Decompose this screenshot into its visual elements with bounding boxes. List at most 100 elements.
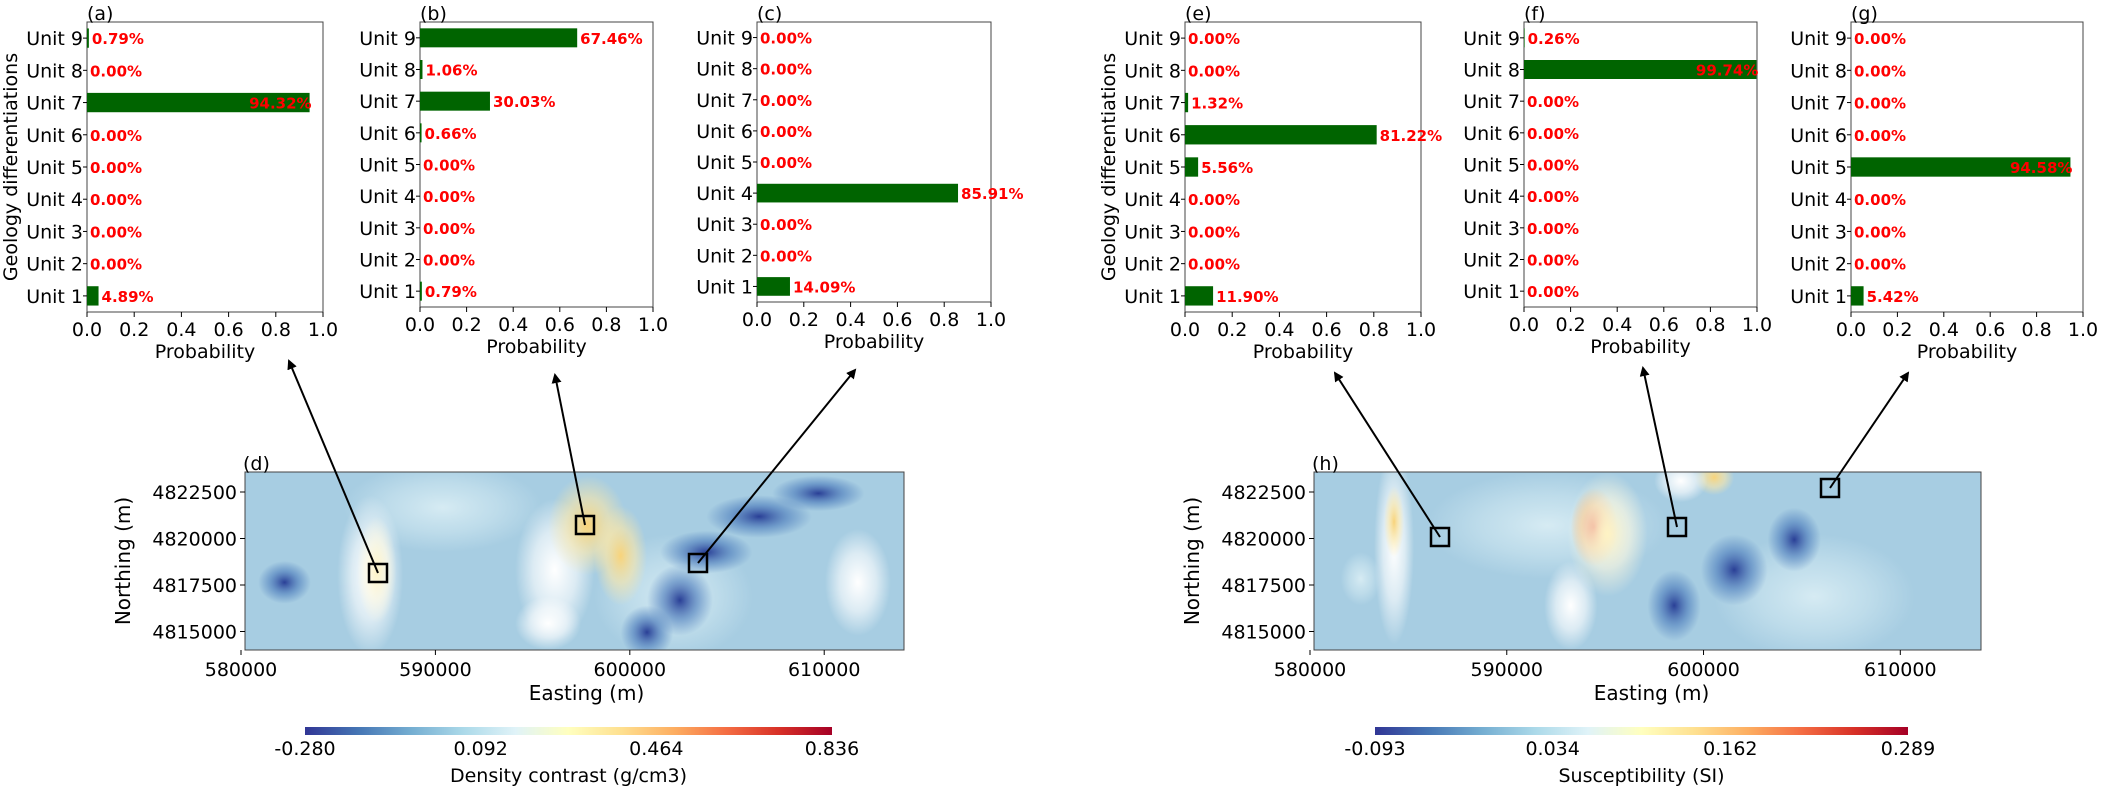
data-label: 99.74%: [1696, 62, 1758, 80]
bar: [87, 286, 99, 306]
data-label: 0.00%: [1527, 220, 1579, 238]
colorbar-tick-label: 0.034: [1525, 738, 1579, 760]
y-tick-label: Unit 3: [1790, 221, 1847, 243]
y-tick-label: Unit 1: [1790, 286, 1847, 308]
bar: [757, 183, 959, 203]
colorbar-label: Density contrast (g/cm3): [450, 765, 687, 787]
data-label: 0.00%: [1854, 95, 1906, 113]
y-tick-label: 4817500: [1221, 575, 1306, 597]
x-tick-label: 0.8: [261, 319, 291, 341]
panel-label: (a): [87, 3, 113, 25]
y-tick-label: Unit 5: [359, 155, 416, 177]
data-label: 81.22%: [1380, 127, 1442, 145]
y-tick-label: Unit 3: [359, 218, 416, 240]
bar: [87, 92, 310, 113]
y-tick-label: Unit 1: [359, 281, 416, 303]
x-tick-label: 0.6: [1311, 319, 1341, 341]
x-tick-label: 0.4: [1264, 319, 1294, 341]
data-label: 0.00%: [1527, 283, 1579, 301]
heatmap-anomaly: [620, 605, 674, 650]
heatmap-anomaly: [1384, 486, 1405, 558]
data-label: 0.00%: [90, 191, 142, 209]
y-tick-label: Unit 6: [1790, 125, 1847, 147]
x-tick-label: 0.4: [835, 309, 865, 331]
y-tick-label: Unit 7: [26, 93, 83, 115]
callout-arrow: [1639, 366, 1678, 528]
y-tick-label: Unit 2: [696, 245, 753, 267]
heatmap-panel-d: (d) 580000 590000 600000 610000 4822500 482000…: [111, 453, 905, 787]
y-tick-label: Unit 9: [26, 28, 83, 50]
data-label: 0.66%: [425, 125, 477, 143]
x-tick-label: 1.0: [1406, 319, 1436, 341]
bar-panel-c: (c) Unit 1 14.09% Unit 2 0.00% Unit 3 0.00% Uni…: [696, 3, 1023, 353]
callout-arrow: [1333, 371, 1441, 538]
x-tick-label: 0.8: [1695, 314, 1725, 336]
selection-box: [574, 514, 596, 536]
y-tick-label: Unit 8: [26, 60, 83, 82]
data-label: 0.79%: [92, 30, 144, 48]
colorbar-tick-label: 0.289: [1881, 738, 1935, 760]
x-tick-label: 0.0: [1170, 319, 1200, 341]
data-label: 0.00%: [1854, 223, 1906, 241]
bar-panel-g: (g) Unit 1 5.42% Unit 2 0.00% Unit 3 0.00% Unit…: [1790, 3, 2098, 363]
y-tick-label: Unit 4: [1463, 186, 1520, 208]
y-tick-label: Unit 3: [696, 214, 753, 236]
x-tick-label: 1.0: [308, 319, 338, 341]
bar-panel-b: (b) Unit 1 0.79% Unit 2 0.00% Unit 3 0.00% Unit…: [359, 3, 668, 358]
y-tick-label: Unit 7: [1790, 93, 1847, 115]
x-tick-label: 0.2: [1882, 319, 1912, 341]
bar: [420, 91, 490, 111]
y-tick-label: Unit 7: [1124, 93, 1181, 115]
data-label: 94.58%: [2010, 159, 2072, 177]
panel-label: (f): [1524, 3, 1546, 25]
x-tick-label: 1.0: [1742, 314, 1772, 336]
bar: [420, 281, 422, 301]
data-label: 94.32%: [249, 95, 311, 113]
y-tick-label: 4820000: [152, 529, 237, 551]
data-label: 0.00%: [423, 188, 475, 206]
x-tick-label: 0.4: [166, 319, 196, 341]
y-tick-label: Unit 5: [696, 152, 753, 174]
heatmap-anomaly: [706, 495, 812, 538]
y-tick-label: Unit 1: [696, 276, 753, 298]
x-tick-label: 0.2: [1217, 319, 1247, 341]
x-tick-label: 580000: [205, 659, 278, 681]
data-label: 5.42%: [1867, 288, 1919, 306]
selection-box: [1819, 477, 1841, 499]
data-label: 0.00%: [760, 30, 812, 48]
heatmap-anomaly: [1654, 472, 1708, 503]
y-tick-label: Unit 2: [26, 254, 83, 276]
y-tick-label: Unit 2: [1790, 254, 1847, 276]
heatmap-anomaly: [1340, 552, 1381, 606]
callout-arrow: [551, 373, 586, 526]
data-label: 0.00%: [90, 127, 142, 145]
x-tick-label: 0.4: [1929, 319, 1959, 341]
y-tick-label: Unit 8: [359, 60, 416, 82]
panel-label: (b): [420, 3, 447, 25]
x-axis-label: Easting (m): [529, 681, 645, 705]
selection-box: [1429, 526, 1451, 548]
y-tick-label: Unit 9: [1463, 28, 1520, 50]
selection-box: [367, 562, 389, 584]
data-label: 0.00%: [1527, 93, 1579, 111]
x-tick-label: 0.0: [72, 319, 102, 341]
x-tick-label: 0.0: [1836, 319, 1866, 341]
data-label: 1.32%: [1191, 95, 1243, 113]
heatmap-anomaly: [824, 528, 891, 636]
y-tick-label: Unit 6: [1124, 125, 1181, 147]
data-label: 0.00%: [1854, 256, 1906, 274]
y-tick-label: Unit 7: [1463, 91, 1520, 113]
y-tick-label: Unit 4: [359, 186, 416, 208]
data-label: 0.00%: [760, 216, 812, 234]
heatmap-panel-h: (h) 580000 590000 600000 610000 4822500 482000…: [1180, 453, 1982, 787]
y-tick-label: 4822500: [1221, 482, 1306, 504]
x-tick-label: 1.0: [976, 309, 1006, 331]
x-tick-label: 0.6: [1975, 319, 2005, 341]
x-tick-label: 0.2: [119, 319, 149, 341]
bar: [1851, 157, 2071, 177]
x-tick-label: 1.0: [2068, 319, 2098, 341]
x-tick-label: 1.0: [638, 314, 668, 336]
data-label: 0.00%: [760, 247, 812, 265]
x-tick-label: 590000: [399, 659, 472, 681]
data-label: 0.00%: [760, 61, 812, 79]
